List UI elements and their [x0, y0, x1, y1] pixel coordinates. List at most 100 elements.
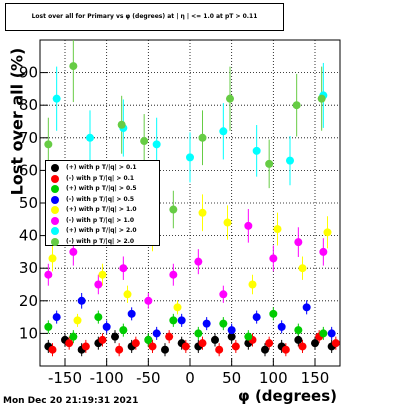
data-point: [169, 270, 178, 279]
data-point: [277, 322, 286, 331]
data-point: [186, 153, 194, 162]
data-point: [252, 313, 261, 322]
data-point: [215, 345, 224, 354]
data-point: [244, 221, 253, 230]
data-point: [173, 303, 182, 312]
legend-marker: [51, 216, 59, 225]
legend-label: (+) with p T/|q| > 1.0: [66, 206, 137, 213]
legend-label: (+) with p T/|q| > 0.5: [66, 185, 137, 192]
data-point: [331, 339, 340, 348]
data-point: [223, 218, 232, 227]
data-point: [48, 254, 57, 263]
legend-entry: (+) with p T/|q| > 2.0: [46, 226, 159, 236]
data-point: [198, 133, 207, 142]
x-tick-label: 150: [301, 369, 330, 387]
data-point: [44, 140, 53, 149]
data-point: [177, 316, 186, 325]
y-axis-ticks: 10 20 30 40 50 60 70 80 90: [19, 64, 48, 342]
data-point: [298, 264, 307, 273]
data-point: [227, 332, 236, 341]
y-tick-label: 10: [19, 324, 38, 342]
data-point: [119, 326, 128, 335]
data-point: [98, 270, 107, 279]
data-point: [94, 280, 103, 289]
y-tick-label: 20: [19, 292, 38, 310]
x-axis-label: φ (degrees): [238, 387, 337, 405]
legend-entry: (-) with p T/|q| > 0.5: [46, 195, 159, 205]
data-point: [211, 335, 219, 344]
data-point: [73, 316, 82, 325]
data-point: [327, 329, 336, 338]
chart-title: Lost over all for Primary vs φ (degrees)…: [31, 13, 258, 20]
data-point: [269, 254, 278, 263]
data-point: [244, 332, 253, 341]
data-point: [127, 309, 136, 318]
data-point: [123, 290, 132, 299]
data-point: [65, 339, 74, 348]
data-point: [69, 332, 78, 341]
data-points: [44, 62, 340, 354]
data-point: [281, 345, 290, 354]
data-point: [119, 264, 128, 273]
legend-label: (-) with p T/|q| > 0.5: [66, 195, 135, 203]
data-point: [286, 156, 294, 165]
y-tick-label: 70: [19, 129, 38, 147]
data-point: [231, 342, 240, 351]
x-tick-label: 0: [185, 369, 195, 387]
legend-marker: [51, 237, 59, 246]
data-point: [311, 339, 319, 348]
data-point: [115, 345, 124, 354]
data-point: [86, 133, 94, 142]
data-point: [252, 146, 261, 155]
data-point: [294, 335, 303, 344]
data-point: [102, 322, 111, 331]
legend-label: (-) with p T/|q| > 1.0: [66, 216, 135, 224]
x-tick-label: -150: [48, 369, 82, 387]
data-point: [273, 225, 282, 234]
legend-marker: [51, 174, 59, 183]
data-point: [202, 319, 211, 328]
data-point: [169, 205, 178, 214]
data-point: [194, 329, 203, 338]
data-point: [152, 329, 161, 338]
data-point: [219, 127, 228, 136]
y-tick-label: 90: [19, 64, 38, 82]
y-tick-label: 50: [19, 194, 38, 212]
data-point: [152, 140, 161, 149]
y-axis-label: Lost over all (%): [7, 47, 27, 196]
y-tick-label: 60: [19, 161, 38, 179]
data-point: [140, 137, 149, 146]
data-point: [319, 329, 328, 338]
data-point: [144, 335, 153, 344]
timestamp: Mon Dec 20 21:19:31 2021: [3, 396, 139, 406]
data-point: [302, 303, 311, 312]
data-point: [44, 322, 53, 331]
legend-entry: (-) with p T/|q| > 0.1: [46, 174, 159, 184]
data-point: [52, 94, 61, 103]
data-point: [198, 208, 207, 217]
legend-label: (-) with p T/|q| > 2.0: [66, 237, 135, 245]
data-point: [269, 309, 278, 318]
y-tick-label: 30: [19, 259, 38, 277]
data-point: [169, 316, 178, 325]
y-tick-label: 40: [19, 227, 38, 245]
data-point: [165, 332, 174, 341]
x-tick-label: 100: [259, 369, 288, 387]
data-point: [44, 270, 53, 279]
data-point: [148, 342, 157, 351]
data-point: [261, 345, 269, 354]
data-point: [131, 339, 140, 348]
legend-marker: [51, 164, 59, 172]
x-tick-label: -100: [90, 369, 124, 387]
data-point: [52, 313, 61, 322]
data-point: [265, 339, 274, 348]
data-point: [81, 342, 90, 351]
legend-label: (-) with p T/|q| > 0.1: [66, 174, 135, 182]
legend-entry: (-) with p T/|q| > 1.0: [46, 216, 159, 226]
data-point: [219, 290, 228, 299]
data-point: [98, 335, 107, 344]
legend-marker: [51, 185, 59, 193]
legend-label: (+) with p T/|q| > 2.0: [66, 227, 137, 234]
x-tick-label: 50: [222, 369, 241, 387]
